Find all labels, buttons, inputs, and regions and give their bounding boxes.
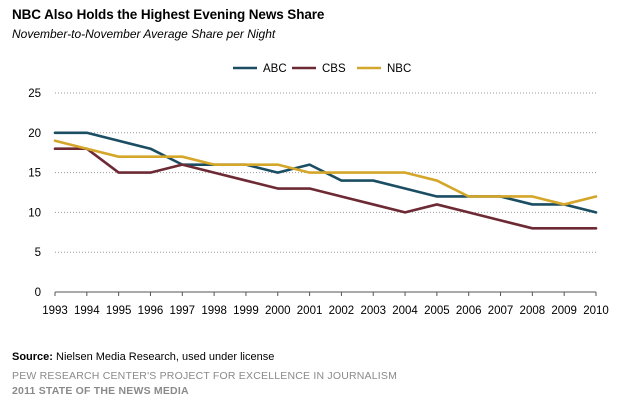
x-tick-label: 2000 bbox=[265, 305, 291, 317]
source-text: Nielsen Media Research, used under licen… bbox=[56, 351, 275, 363]
x-tick-label: 2005 bbox=[424, 305, 450, 317]
legend-label-cbs: CBS bbox=[322, 63, 346, 75]
x-tick-label: 1998 bbox=[201, 305, 227, 317]
x-tick-label: 2003 bbox=[360, 305, 386, 317]
x-tick-label: 1995 bbox=[106, 305, 132, 317]
x-tick-label: 1994 bbox=[74, 305, 100, 317]
chart-subtitle: November-to-November Average Share per N… bbox=[12, 27, 276, 41]
organization-credit: PEW RESEARCH CENTER'S PROJECT FOR EXCELL… bbox=[12, 370, 398, 382]
x-tick-label: 1999 bbox=[233, 305, 259, 317]
series-line-cbs bbox=[53, 147, 598, 230]
x-tick-label: 1993 bbox=[42, 305, 68, 317]
line-chart: 0 5 10 15 20 25 1993 1994 1995 1996 1997 1998 1999 20… bbox=[28, 63, 609, 317]
x-tick-label: 2004 bbox=[392, 305, 418, 317]
x-tick-label: 2007 bbox=[488, 305, 514, 317]
y-tick-label: 10 bbox=[28, 207, 41, 219]
legend-label-abc: ABC bbox=[263, 63, 287, 75]
source-label: Source: bbox=[12, 351, 53, 363]
x-tick-label: 2009 bbox=[551, 305, 577, 317]
x-tick-label: 2001 bbox=[297, 305, 323, 317]
x-tick-label: 2008 bbox=[520, 305, 546, 317]
y-tick-label: 5 bbox=[35, 247, 41, 259]
source-note: Source: Nielsen Media Research, used und… bbox=[12, 351, 274, 363]
x-tick-label: 1996 bbox=[138, 305, 164, 317]
x-tick-label: 1997 bbox=[169, 305, 195, 317]
chart-title: NBC Also Holds the Highest Evening News … bbox=[12, 7, 325, 22]
x-tick-label: 2010 bbox=[583, 305, 609, 317]
y-tick-label: 0 bbox=[35, 287, 41, 299]
y-tick-label: 25 bbox=[28, 88, 41, 100]
report-credit: 2011 STATE OF THE NEWS MEDIA bbox=[12, 385, 189, 397]
legend-label-nbc: NBC bbox=[387, 63, 411, 75]
x-tick-label: 2006 bbox=[456, 305, 482, 317]
y-tick-label: 15 bbox=[28, 168, 41, 180]
x-tick-label: 2002 bbox=[329, 305, 355, 317]
series-line-nbc bbox=[53, 139, 598, 206]
y-tick-label: 20 bbox=[28, 128, 41, 140]
